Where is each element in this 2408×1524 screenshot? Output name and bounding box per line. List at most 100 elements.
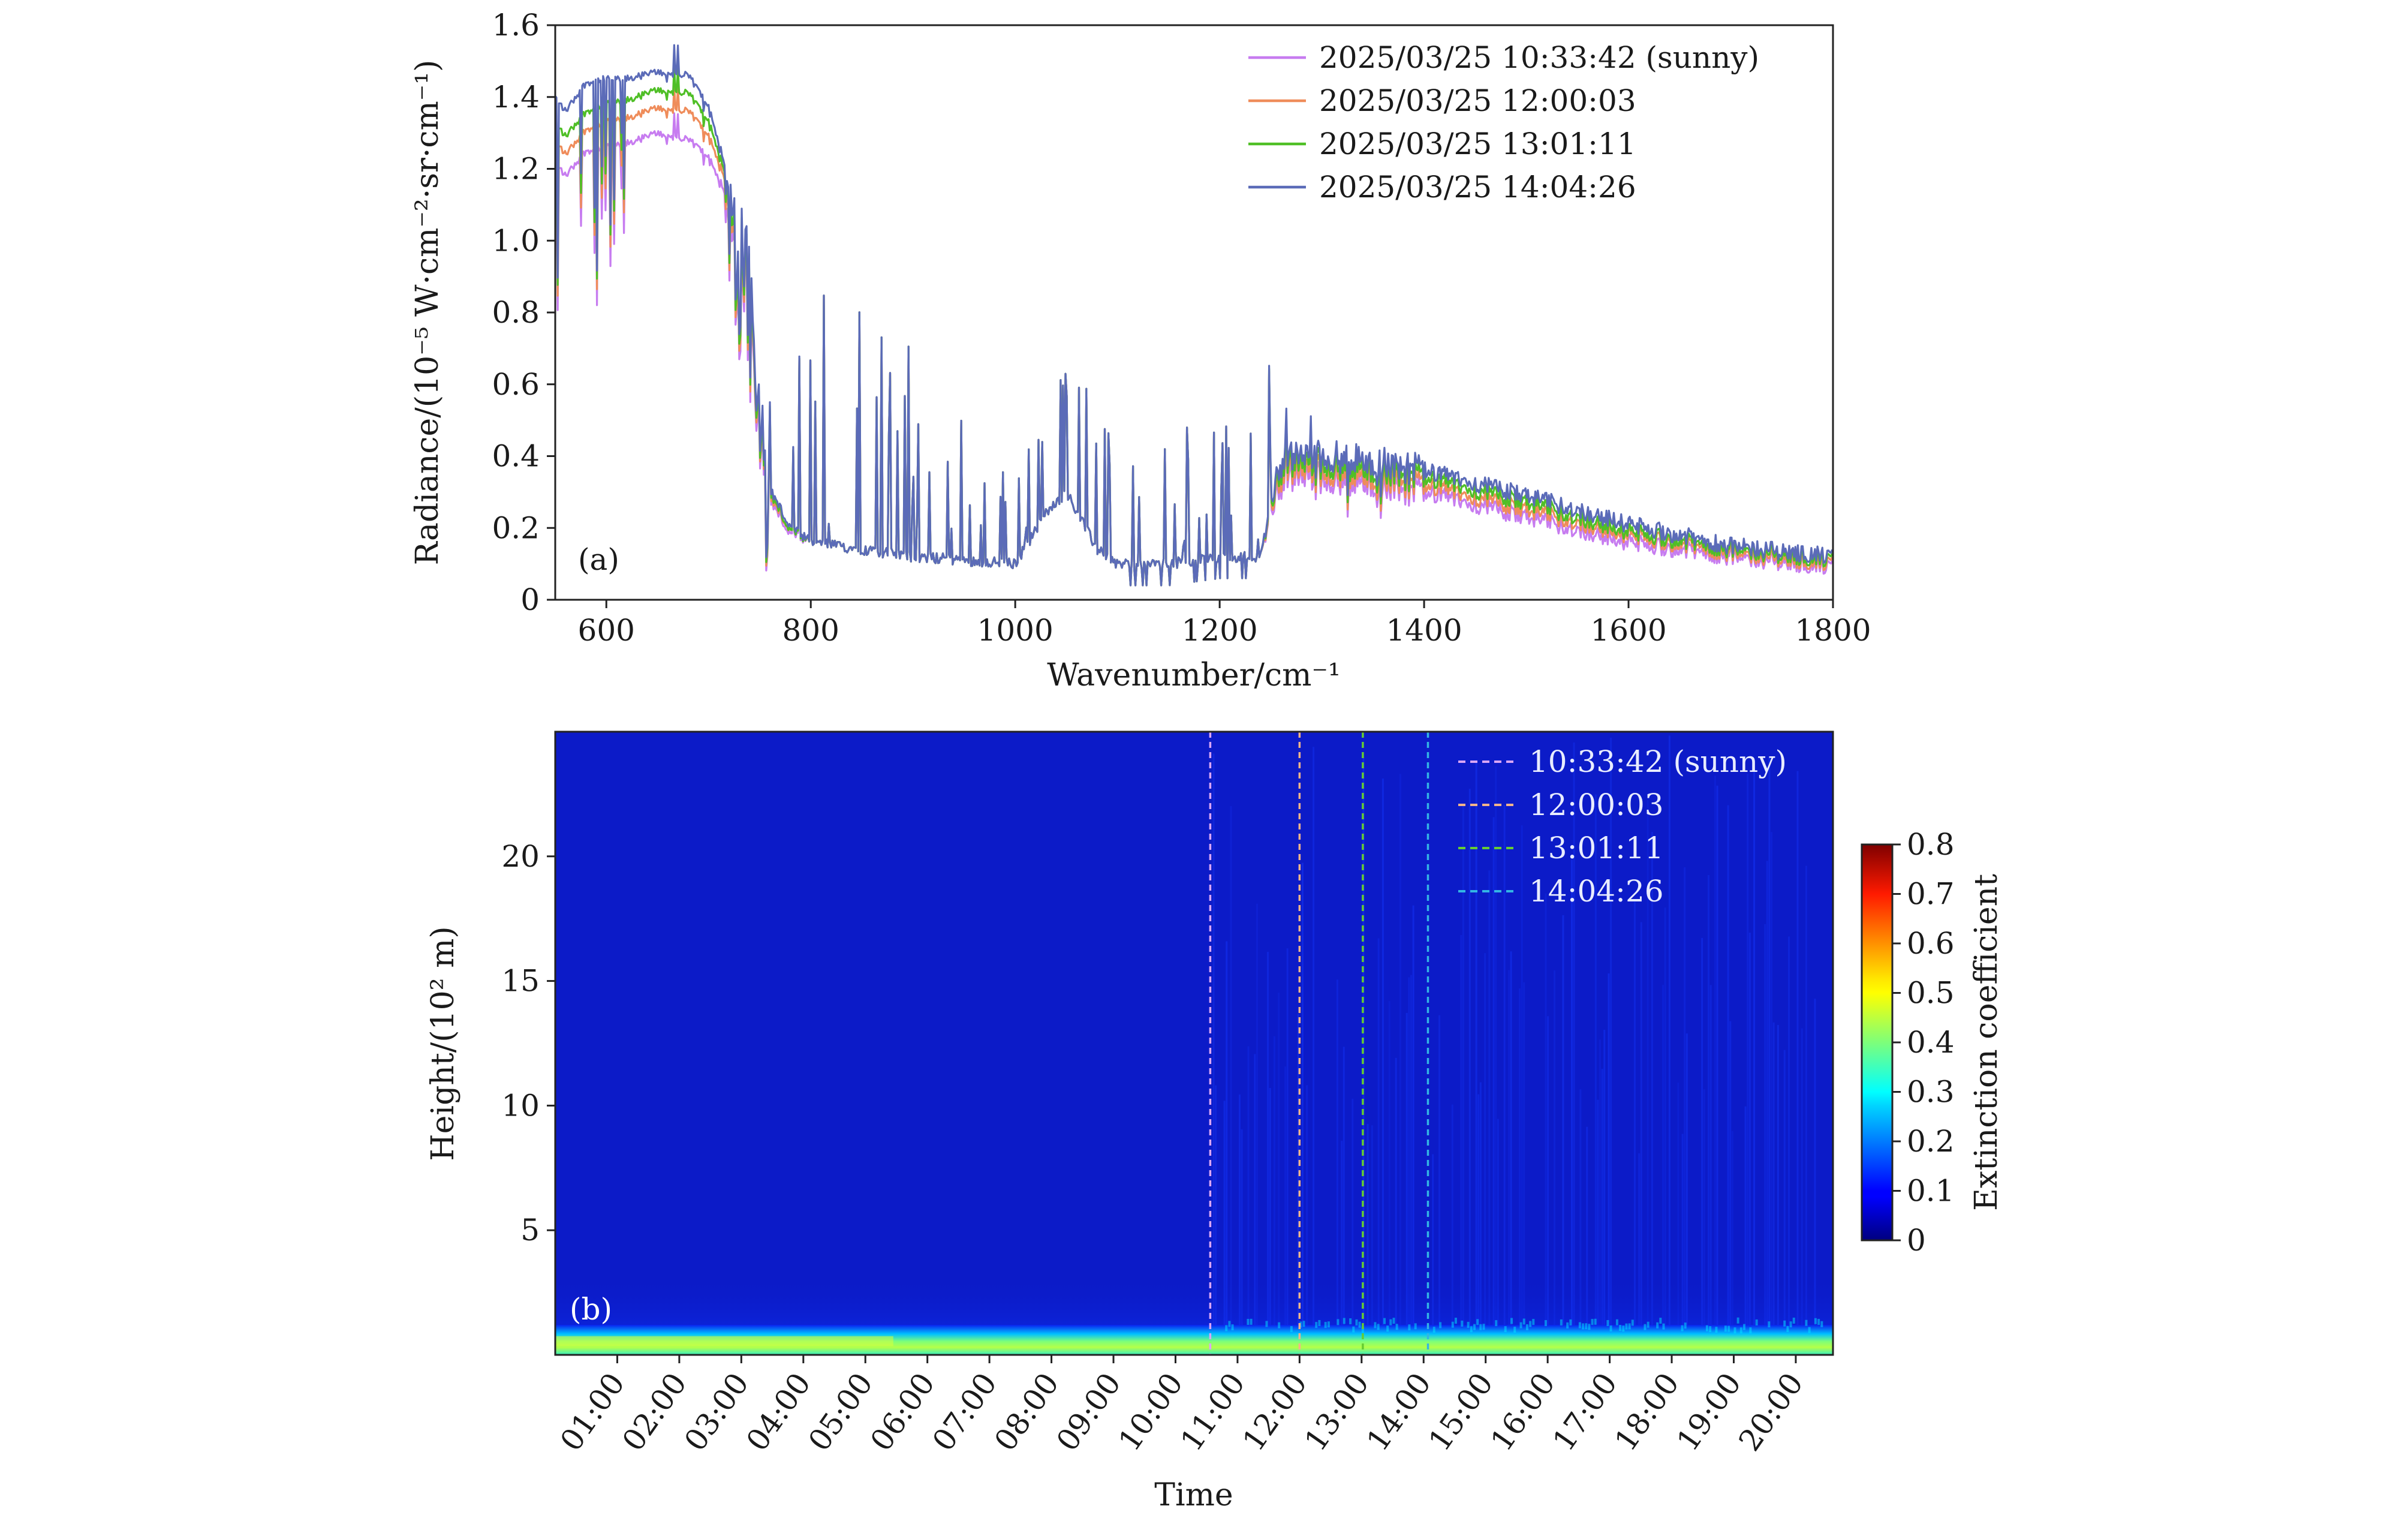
surface-speckle <box>1628 1323 1631 1330</box>
aerosol-streak <box>1495 766 1497 1355</box>
aerosol-streak <box>1764 924 1766 1355</box>
y-tick-label: 0.2 <box>492 510 540 545</box>
surface-speckle <box>1386 1325 1389 1332</box>
surface-speckle <box>1389 1319 1392 1325</box>
aerosol-streak <box>1783 1050 1786 1355</box>
aerosol-streak <box>1438 1015 1441 1355</box>
aerosol-streak <box>1230 806 1232 1355</box>
surface-speckle <box>1361 1327 1364 1333</box>
legend-entry: 2025/03/25 12:00:03 <box>1319 83 1636 118</box>
surface-speckle <box>1392 1318 1395 1324</box>
aerosol-streak <box>1768 756 1771 1355</box>
surface-speckle <box>1225 1325 1228 1331</box>
y-tick-label: 1.6 <box>492 8 540 43</box>
panel-b-label: (b) <box>570 1292 612 1327</box>
aerosol-streak <box>1475 760 1477 1355</box>
aerosol-streak <box>1451 1104 1453 1355</box>
panel-b-x-axis-title: Time <box>1154 1477 1233 1513</box>
surface-speckle <box>1358 1321 1361 1328</box>
panel-a-series-group <box>555 44 1833 587</box>
aerosol-streak <box>1284 1066 1287 1355</box>
surface-speckle <box>1510 1318 1513 1324</box>
aerosol-streak <box>1492 817 1495 1355</box>
surface-speckle <box>1461 1320 1464 1327</box>
surface-speckle <box>1591 1319 1594 1325</box>
surface-speckle <box>1715 1327 1718 1333</box>
aerosol-streak <box>1601 1069 1603 1355</box>
surface-speckle <box>1606 1319 1609 1326</box>
surface-speckle <box>1278 1322 1281 1328</box>
surface-speckle <box>1805 1319 1808 1326</box>
surface-speckle <box>1814 1318 1817 1324</box>
surface-speckle <box>1343 1318 1346 1324</box>
aerosol-streak <box>1488 870 1491 1355</box>
time-tick-label: 19:00 <box>1670 1367 1748 1457</box>
aerosol-streak <box>1477 1094 1480 1355</box>
surface-speckle <box>1290 1325 1293 1332</box>
surface-speckle <box>1318 1319 1321 1326</box>
aerosol-streak <box>1306 1085 1308 1355</box>
surface-speckle <box>1482 1324 1485 1330</box>
surface-speckle <box>1315 1322 1318 1328</box>
legend-entry: 10:33:42 (sunny) <box>1529 744 1787 779</box>
aerosol-streak <box>1766 861 1768 1355</box>
surface-speckle <box>1662 1323 1665 1330</box>
time-tick-label: 03:00 <box>678 1367 755 1457</box>
surface-speckle <box>1495 1320 1498 1327</box>
aerosol-streak <box>1545 893 1547 1355</box>
aerosol-streak <box>1395 1057 1397 1355</box>
surface-speckle <box>1299 1321 1302 1328</box>
aerosol-streak <box>1381 778 1384 1355</box>
aerosol-streak <box>1640 922 1642 1355</box>
surface-speckle <box>1768 1321 1771 1328</box>
surface-speckle <box>1383 1318 1386 1324</box>
colorbar-tick-label: 0.1 <box>1907 1174 1955 1209</box>
surface-speckle <box>1625 1323 1628 1330</box>
time-tick-label: 15:00 <box>1422 1367 1500 1457</box>
time-tick-label: 17:00 <box>1546 1367 1624 1457</box>
heatmap-time-markers <box>1209 732 1429 1355</box>
surface-speckle <box>1588 1324 1591 1330</box>
aerosol-streak <box>1341 1141 1343 1355</box>
aerosol-streak <box>1352 1098 1354 1355</box>
panel-a-line-chart: 600 800 1000 1200 1400 1600 1800 0 0.2 0.4 0.6 0.8… <box>410 8 1871 693</box>
surface-speckle <box>1265 1321 1268 1327</box>
time-tick-label: 06:00 <box>863 1367 941 1457</box>
aerosol-streak <box>1570 859 1573 1355</box>
aerosol-streak <box>1599 1039 1602 1355</box>
height-tick-label: 10 <box>501 1088 540 1123</box>
series-line-2 <box>555 84 1833 587</box>
y-tick-label: 0.8 <box>492 295 540 330</box>
aerosol-streak <box>1744 1106 1747 1355</box>
aerosol-streak <box>1594 794 1597 1355</box>
aerosol-streak <box>1468 789 1471 1355</box>
aerosol-streak <box>1716 785 1718 1355</box>
height-tick-label: 5 <box>520 1213 540 1248</box>
surface-speckle <box>1408 1324 1411 1331</box>
surface-speckle <box>1302 1321 1305 1327</box>
surface-speckle <box>1733 1327 1736 1334</box>
aerosol-streak <box>1405 1012 1408 1355</box>
aerosol-streak <box>1727 805 1729 1355</box>
heatmap-field <box>555 735 1833 1355</box>
surface-speckle <box>1451 1321 1454 1328</box>
colorbar-tick-label: 0.5 <box>1907 976 1955 1011</box>
aerosol-streak <box>1771 832 1773 1355</box>
legend-entry: 13:01:11 <box>1529 831 1664 865</box>
surface-speckle <box>1476 1319 1479 1325</box>
aerosol-streak <box>1664 907 1666 1355</box>
colorbar-tick-label: 0.2 <box>1907 1124 1955 1159</box>
aerosol-streak <box>1748 933 1751 1355</box>
aerosol-streak <box>1597 1099 1599 1355</box>
time-tick-label: 04:00 <box>739 1367 817 1457</box>
aerosol-streak <box>1247 1046 1250 1355</box>
surface-speckle <box>1615 1319 1618 1325</box>
panel-b-y-axis-title: Height/(10² m) <box>425 926 461 1161</box>
surface-speckle <box>1231 1324 1234 1331</box>
aerosol-streak <box>1366 1124 1369 1355</box>
time-tick-label: 10:00 <box>1112 1367 1190 1457</box>
aerosol-streak <box>1684 867 1686 1355</box>
aerosol-streak <box>1633 901 1636 1355</box>
panel-b-legend: 10:33:42 (sunny) 12:00:03 13:01:11 14:04:26 <box>1458 744 1787 909</box>
